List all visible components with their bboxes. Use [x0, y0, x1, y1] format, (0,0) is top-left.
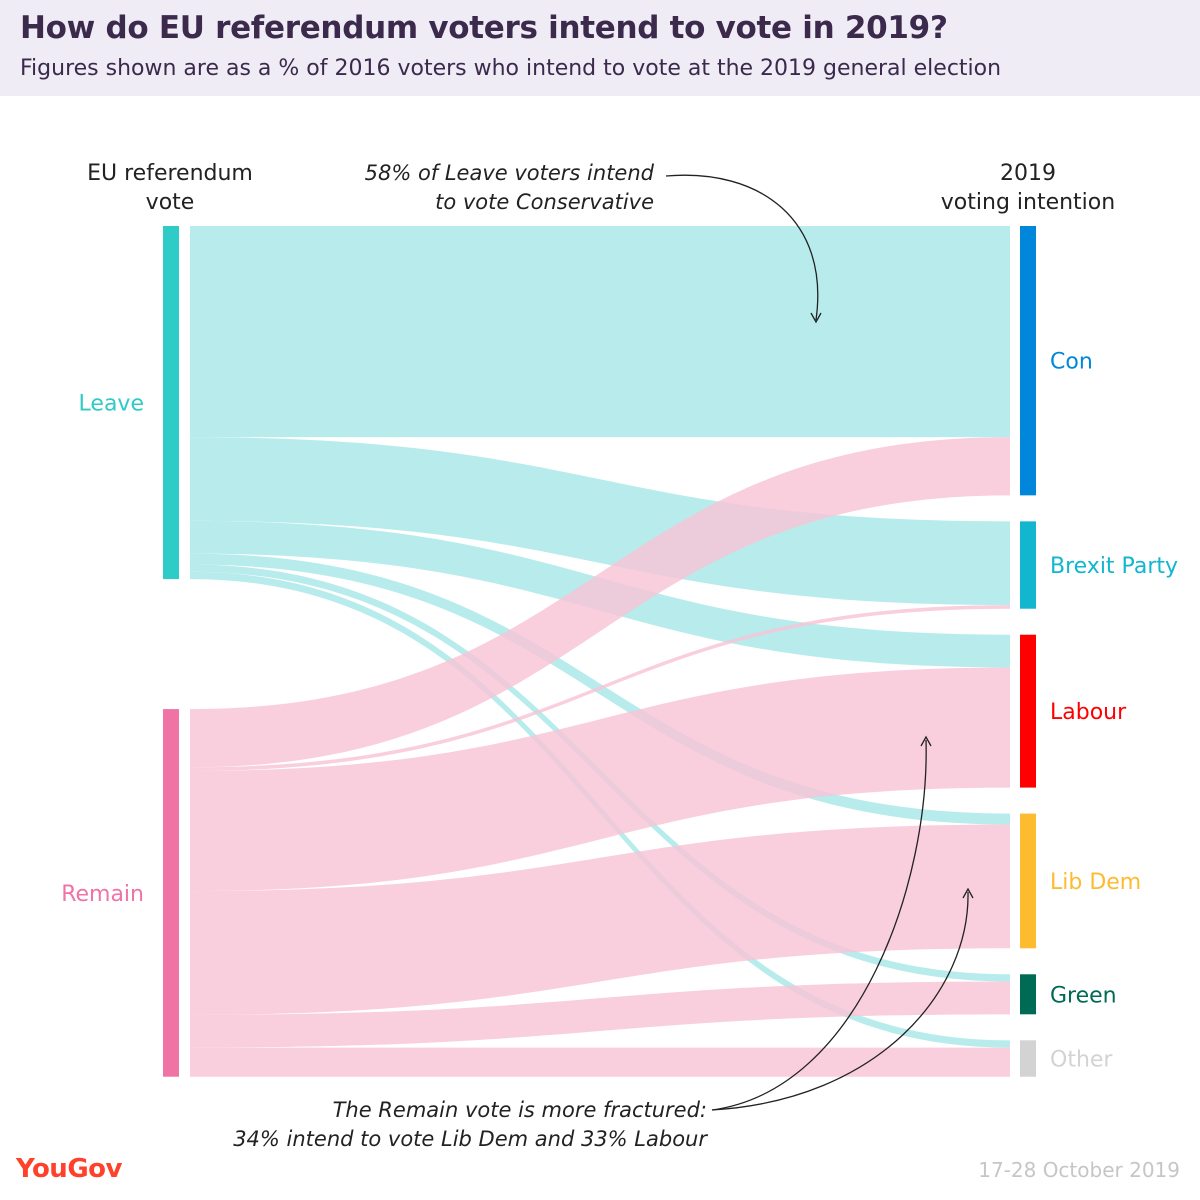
node-brexit-party	[1020, 521, 1036, 609]
flow-remain-to-other	[190, 1047, 1010, 1077]
node-remain	[163, 709, 179, 1077]
header-band: How do EU referendum voters intend to vo…	[0, 0, 1200, 96]
flow-remain-to-lib-dem	[190, 824, 1010, 1015]
node-con	[1020, 226, 1036, 496]
target-label-brexit-party: Brexit Party	[1050, 554, 1178, 579]
annotation-leave-con-line2: to vote Conservative	[435, 190, 654, 214]
flow-remain-to-labour	[190, 667, 1010, 892]
annotation-arrow-labour	[711, 739, 927, 1111]
target-label-labour: Labour	[1050, 700, 1127, 725]
target-label-lib-dem: Lib Dem	[1050, 870, 1141, 895]
target-label-other: Other	[1050, 1048, 1113, 1073]
right-header-line1: 2019	[1000, 161, 1056, 186]
annotation-remain-line2: 34% intend to vote Lib Dem and 33% Labou…	[233, 1127, 708, 1151]
node-leave	[163, 226, 179, 580]
nodes-layer	[163, 226, 1036, 1077]
flow-leave-to-brexit-party	[190, 437, 1010, 606]
target-label-con: Con	[1050, 350, 1093, 375]
annotations-layer: 58% of Leave voters intend to vote Conse…	[233, 161, 974, 1151]
flow-remain-to-brexit-party	[190, 605, 1010, 771]
left-header-line2: vote	[146, 190, 195, 215]
right-header-line2: voting intention	[941, 190, 1115, 215]
annotation-arrow-libdem	[711, 891, 969, 1111]
node-green	[1020, 974, 1036, 1015]
annotation-arrowhead-labour	[920, 735, 932, 747]
source-label-leave: Leave	[79, 392, 144, 417]
annotation-arrowhead-con	[810, 312, 822, 324]
node-other	[1020, 1040, 1036, 1077]
chart-subtitle: Figures shown are as a % of 2016 voters …	[20, 56, 1002, 81]
flow-leave-to-con	[190, 226, 1010, 438]
annotation-leave-con-line1: 58% of Leave voters intend	[365, 161, 655, 185]
survey-date: 17-28 October 2019	[978, 1158, 1180, 1182]
source-label-remain: Remain	[61, 882, 144, 907]
yougov-logo: YouGov	[16, 1154, 122, 1184]
flows-layer	[190, 226, 1010, 1077]
flow-remain-to-green	[190, 981, 1010, 1048]
chart-title: How do EU referendum voters intend to vo…	[20, 10, 948, 46]
flow-remain-to-con	[190, 437, 1010, 768]
node-labour	[1020, 634, 1036, 788]
target-label-green: Green	[1050, 983, 1117, 1008]
left-header-line1: EU referendum	[87, 161, 253, 186]
annotation-arrow-con	[665, 174, 819, 321]
labels-layer: Leave Remain Con Brexit Party Labour Lib Dem G…	[61, 350, 1178, 1073]
annotation-arrowhead-libdem	[962, 887, 974, 899]
headers-layer: EU referendum vote 2019 voting intention	[87, 161, 1115, 215]
node-lib-dem	[1020, 813, 1036, 949]
annotation-remain-line1: The Remain vote is more fractured:	[333, 1098, 707, 1122]
